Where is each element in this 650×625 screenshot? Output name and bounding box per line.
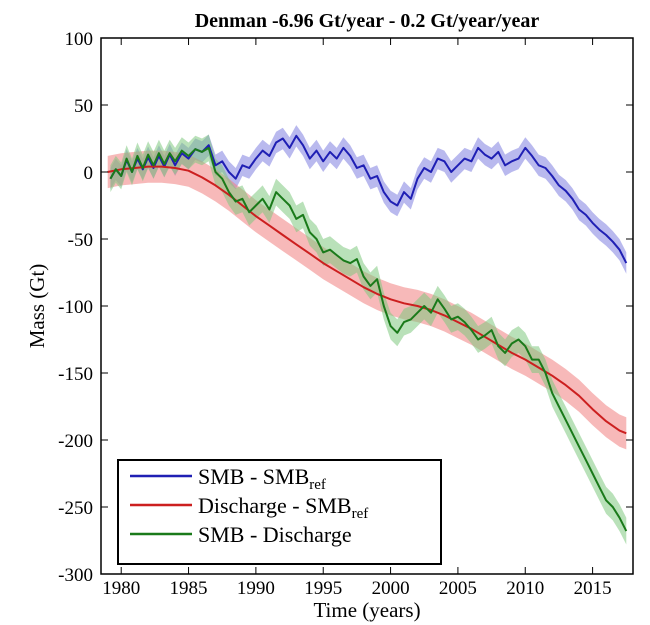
y-tick-label: -300 bbox=[58, 565, 93, 586]
x-tick-label: 2000 bbox=[372, 578, 410, 599]
x-tick-label: 2015 bbox=[574, 578, 612, 599]
y-tick-label: -150 bbox=[58, 364, 93, 385]
series-line-smb-smb-ref bbox=[109, 134, 628, 264]
x-axis-ticks: 1980 1985 1990 1995 2000 2005 2010 2015 bbox=[102, 38, 612, 599]
y-axis-label: Mass (Gt) bbox=[25, 264, 49, 349]
y-tick-label: -200 bbox=[58, 431, 93, 452]
x-axis-label: Time (years) bbox=[313, 598, 420, 622]
x-tick-label: 1985 bbox=[170, 578, 208, 599]
x-tick-label: 1990 bbox=[237, 578, 275, 599]
series-line-smb-discharge bbox=[109, 146, 628, 532]
band-smb-smb-ref bbox=[110, 125, 627, 274]
legend-entry-smb-smbref: SMB - SMBref bbox=[198, 464, 326, 493]
band-discharge-smb-ref bbox=[107, 150, 627, 450]
x-tick-label: 1980 bbox=[102, 578, 140, 599]
y-tick-label: -250 bbox=[58, 498, 93, 519]
legend: SMB - SMBref Discharge - SMBref SMB - Di… bbox=[117, 459, 442, 565]
y-tick-label: 50 bbox=[74, 96, 93, 117]
y-tick-label: 0 bbox=[84, 163, 94, 184]
x-tick-label: 1995 bbox=[304, 578, 342, 599]
series-lines bbox=[107, 134, 628, 532]
y-tick-label: -100 bbox=[58, 297, 93, 318]
y-axis-ticks: 100 50 0 -50 -100 -150 -200 -250 -300 bbox=[58, 29, 633, 586]
uncertainty-bands bbox=[107, 125, 627, 545]
y-tick-label: -50 bbox=[68, 230, 93, 251]
x-tick-label: 2005 bbox=[439, 578, 477, 599]
band-smb-discharge bbox=[110, 134, 627, 545]
legend-box bbox=[117, 459, 442, 565]
legend-entry-smb-discharge: SMB - Discharge bbox=[198, 522, 352, 547]
chart-title: Denman -6.96 Gt/year - 0.2 Gt/year/year bbox=[195, 10, 540, 32]
x-tick-label: 2010 bbox=[506, 578, 544, 599]
legend-entry-discharge-smbref: Discharge - SMBref bbox=[198, 493, 368, 522]
y-tick-label: 100 bbox=[65, 29, 94, 50]
